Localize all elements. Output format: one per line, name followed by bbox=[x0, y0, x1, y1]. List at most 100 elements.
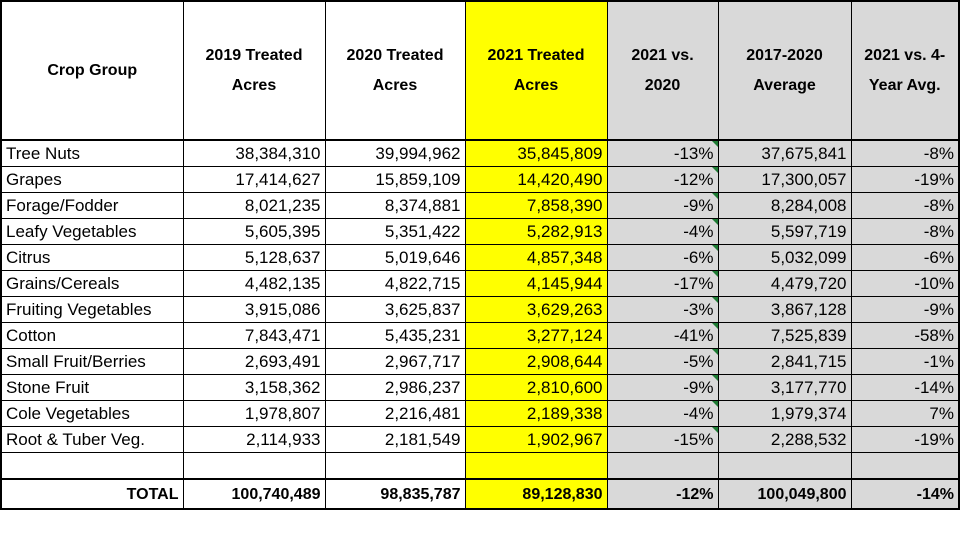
comment-indicator-icon[interactable] bbox=[711, 271, 717, 277]
comment-indicator-icon[interactable] bbox=[711, 401, 717, 407]
comment-indicator-icon[interactable] bbox=[711, 427, 717, 433]
pct-vs-4yr-avg-cell[interactable]: -8% bbox=[850, 139, 960, 167]
header-crop-group[interactable]: Crop Group bbox=[0, 0, 184, 141]
total-2020-cell[interactable]: 98,835,787 bbox=[324, 478, 466, 510]
acres-2021-cell[interactable]: 2,908,644 bbox=[464, 348, 608, 375]
average-2017-2020-cell[interactable]: 37,675,841 bbox=[717, 139, 852, 167]
acres-2020-cell[interactable]: 2,986,237 bbox=[324, 374, 466, 401]
crop-name-cell[interactable]: Root & Tuber Veg. bbox=[0, 426, 184, 453]
acres-2020-cell[interactable]: 3,625,837 bbox=[324, 296, 466, 323]
acres-2019-cell[interactable]: 8,021,235 bbox=[182, 192, 326, 219]
pct-vs-2020-cell[interactable]: -13% bbox=[606, 139, 719, 167]
comment-indicator-icon[interactable] bbox=[711, 141, 717, 147]
acres-2020-cell[interactable]: 4,822,715 bbox=[324, 270, 466, 297]
average-2017-2020-cell[interactable]: 2,841,715 bbox=[717, 348, 852, 375]
acres-2021-cell[interactable]: 3,277,124 bbox=[464, 322, 608, 349]
pct-vs-2020-cell[interactable]: -9% bbox=[606, 374, 719, 401]
average-2017-2020-cell[interactable]: 7,525,839 bbox=[717, 322, 852, 349]
acres-2021-cell[interactable]: 35,845,809 bbox=[464, 139, 608, 167]
pct-vs-4yr-avg-cell[interactable]: -1% bbox=[850, 348, 960, 375]
crop-name-cell[interactable]: Forage/Fodder bbox=[0, 192, 184, 219]
acres-2019-cell[interactable]: 2,693,491 bbox=[182, 348, 326, 375]
crop-name-cell[interactable]: Cotton bbox=[0, 322, 184, 349]
pct-vs-4yr-avg-cell[interactable]: -8% bbox=[850, 192, 960, 219]
pct-vs-2020-cell[interactable]: -4% bbox=[606, 400, 719, 427]
pct-vs-4yr-avg-cell[interactable]: -19% bbox=[850, 426, 960, 453]
acres-2021-cell[interactable]: 2,810,600 bbox=[464, 374, 608, 401]
acres-2021-cell[interactable]: 7,858,390 bbox=[464, 192, 608, 219]
comment-indicator-icon[interactable] bbox=[711, 167, 717, 173]
header-2021-vs-4-year-avg[interactable]: 2021 vs. 4-Year Avg. bbox=[850, 0, 960, 141]
average-2017-2020-cell[interactable]: 5,032,099 bbox=[717, 244, 852, 271]
acres-2021-cell[interactable]: 4,145,944 bbox=[464, 270, 608, 297]
blank-cell[interactable] bbox=[464, 452, 608, 480]
comment-indicator-icon[interactable] bbox=[711, 245, 717, 251]
blank-cell[interactable] bbox=[182, 452, 326, 480]
acres-2021-cell[interactable]: 2,189,338 bbox=[464, 400, 608, 427]
crop-name-cell[interactable]: Grains/Cereals bbox=[0, 270, 184, 297]
crop-name-cell[interactable]: Small Fruit/Berries bbox=[0, 348, 184, 375]
total-2019-cell[interactable]: 100,740,489 bbox=[182, 478, 326, 510]
acres-2019-cell[interactable]: 2,114,933 bbox=[182, 426, 326, 453]
pct-vs-2020-cell[interactable]: -41% bbox=[606, 322, 719, 349]
blank-cell[interactable] bbox=[606, 452, 719, 480]
blank-cell[interactable] bbox=[324, 452, 466, 480]
acres-2021-cell[interactable]: 4,857,348 bbox=[464, 244, 608, 271]
acres-2019-cell[interactable]: 3,915,086 bbox=[182, 296, 326, 323]
total-2021-cell[interactable]: 89,128,830 bbox=[464, 478, 608, 510]
average-2017-2020-cell[interactable]: 2,288,532 bbox=[717, 426, 852, 453]
acres-2020-cell[interactable]: 39,994,962 bbox=[324, 139, 466, 167]
acres-2020-cell[interactable]: 5,351,422 bbox=[324, 218, 466, 245]
acres-2020-cell[interactable]: 2,181,549 bbox=[324, 426, 466, 453]
pct-vs-4yr-avg-cell[interactable]: -8% bbox=[850, 218, 960, 245]
average-2017-2020-cell[interactable]: 5,597,719 bbox=[717, 218, 852, 245]
blank-cell[interactable] bbox=[717, 452, 852, 480]
pct-vs-4yr-avg-cell[interactable]: -6% bbox=[850, 244, 960, 271]
pct-vs-2020-cell[interactable]: -3% bbox=[606, 296, 719, 323]
crop-name-cell[interactable]: Grapes bbox=[0, 166, 184, 193]
acres-2019-cell[interactable]: 17,414,627 bbox=[182, 166, 326, 193]
acres-2020-cell[interactable]: 15,859,109 bbox=[324, 166, 466, 193]
crop-name-cell[interactable]: Fruiting Vegetables bbox=[0, 296, 184, 323]
total-vs-avg-cell[interactable]: -14% bbox=[850, 478, 960, 510]
pct-vs-2020-cell[interactable]: -12% bbox=[606, 166, 719, 193]
acres-2019-cell[interactable]: 1,978,807 bbox=[182, 400, 326, 427]
average-2017-2020-cell[interactable]: 3,177,770 bbox=[717, 374, 852, 401]
total-label-cell[interactable]: TOTAL bbox=[0, 478, 184, 510]
header-2019-treated-acres[interactable]: 2019 Treated Acres bbox=[182, 0, 326, 141]
acres-2019-cell[interactable]: 4,482,135 bbox=[182, 270, 326, 297]
crop-name-cell[interactable]: Cole Vegetables bbox=[0, 400, 184, 427]
crop-name-cell[interactable]: Tree Nuts bbox=[0, 139, 184, 167]
acres-2021-cell[interactable]: 1,902,967 bbox=[464, 426, 608, 453]
pct-vs-2020-cell[interactable]: -6% bbox=[606, 244, 719, 271]
acres-2019-cell[interactable]: 5,128,637 bbox=[182, 244, 326, 271]
acres-2020-cell[interactable]: 5,435,231 bbox=[324, 322, 466, 349]
crop-name-cell[interactable]: Stone Fruit bbox=[0, 374, 184, 401]
crop-name-cell[interactable]: Leafy Vegetables bbox=[0, 218, 184, 245]
pct-vs-2020-cell[interactable]: -17% bbox=[606, 270, 719, 297]
average-2017-2020-cell[interactable]: 17,300,057 bbox=[717, 166, 852, 193]
comment-indicator-icon[interactable] bbox=[711, 193, 717, 199]
average-2017-2020-cell[interactable]: 1,979,374 bbox=[717, 400, 852, 427]
acres-2020-cell[interactable]: 2,216,481 bbox=[324, 400, 466, 427]
pct-vs-2020-cell[interactable]: -15% bbox=[606, 426, 719, 453]
header-2021-vs-2020[interactable]: 2021 vs. 2020 bbox=[606, 0, 719, 141]
header-2021-treated-acres[interactable]: 2021 Treated Acres bbox=[464, 0, 608, 141]
comment-indicator-icon[interactable] bbox=[711, 219, 717, 225]
comment-indicator-icon[interactable] bbox=[711, 323, 717, 329]
acres-2019-cell[interactable]: 7,843,471 bbox=[182, 322, 326, 349]
acres-2020-cell[interactable]: 2,967,717 bbox=[324, 348, 466, 375]
pct-vs-4yr-avg-cell[interactable]: -10% bbox=[850, 270, 960, 297]
pct-vs-4yr-avg-cell[interactable]: 7% bbox=[850, 400, 960, 427]
total-vs-2020-cell[interactable]: -12% bbox=[606, 478, 719, 510]
average-2017-2020-cell[interactable]: 4,479,720 bbox=[717, 270, 852, 297]
pct-vs-2020-cell[interactable]: -4% bbox=[606, 218, 719, 245]
blank-cell[interactable] bbox=[850, 452, 960, 480]
average-2017-2020-cell[interactable]: 8,284,008 bbox=[717, 192, 852, 219]
pct-vs-4yr-avg-cell[interactable]: -14% bbox=[850, 374, 960, 401]
pct-vs-4yr-avg-cell[interactable]: -19% bbox=[850, 166, 960, 193]
average-2017-2020-cell[interactable]: 3,867,128 bbox=[717, 296, 852, 323]
pct-vs-4yr-avg-cell[interactable]: -9% bbox=[850, 296, 960, 323]
acres-2019-cell[interactable]: 38,384,310 bbox=[182, 139, 326, 167]
acres-2020-cell[interactable]: 8,374,881 bbox=[324, 192, 466, 219]
